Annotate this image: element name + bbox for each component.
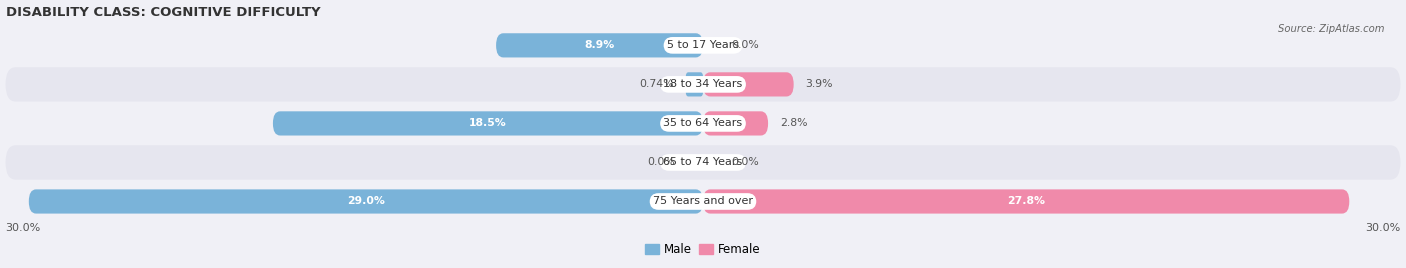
Text: 75 Years and over: 75 Years and over xyxy=(652,196,754,206)
Text: 5 to 17 Years: 5 to 17 Years xyxy=(666,40,740,50)
Text: DISABILITY CLASS: COGNITIVE DIFFICULTY: DISABILITY CLASS: COGNITIVE DIFFICULTY xyxy=(6,6,321,18)
Text: 0.0%: 0.0% xyxy=(731,157,759,168)
FancyBboxPatch shape xyxy=(686,72,703,96)
FancyBboxPatch shape xyxy=(6,67,1400,102)
FancyBboxPatch shape xyxy=(703,111,768,136)
FancyBboxPatch shape xyxy=(703,189,1350,214)
FancyBboxPatch shape xyxy=(6,106,1400,141)
FancyBboxPatch shape xyxy=(273,111,703,136)
Text: 35 to 64 Years: 35 to 64 Years xyxy=(664,118,742,128)
FancyBboxPatch shape xyxy=(6,145,1400,180)
FancyBboxPatch shape xyxy=(28,189,703,214)
Text: 0.74%: 0.74% xyxy=(640,79,673,90)
FancyBboxPatch shape xyxy=(496,33,703,57)
Text: 2.8%: 2.8% xyxy=(780,118,807,128)
Text: 0.0%: 0.0% xyxy=(647,157,675,168)
Text: Source: ZipAtlas.com: Source: ZipAtlas.com xyxy=(1278,24,1385,34)
Text: 0.0%: 0.0% xyxy=(731,40,759,50)
Text: 65 to 74 Years: 65 to 74 Years xyxy=(664,157,742,168)
Text: 18 to 34 Years: 18 to 34 Years xyxy=(664,79,742,90)
Text: 3.9%: 3.9% xyxy=(806,79,832,90)
Text: 29.0%: 29.0% xyxy=(347,196,385,206)
FancyBboxPatch shape xyxy=(6,28,1400,62)
Text: 18.5%: 18.5% xyxy=(470,118,506,128)
FancyBboxPatch shape xyxy=(703,72,793,96)
Text: 8.9%: 8.9% xyxy=(585,40,614,50)
Text: 30.0%: 30.0% xyxy=(1365,223,1400,233)
Text: 30.0%: 30.0% xyxy=(6,223,41,233)
FancyBboxPatch shape xyxy=(6,184,1400,219)
Legend: Male, Female: Male, Female xyxy=(641,239,765,261)
Text: 27.8%: 27.8% xyxy=(1007,196,1045,206)
